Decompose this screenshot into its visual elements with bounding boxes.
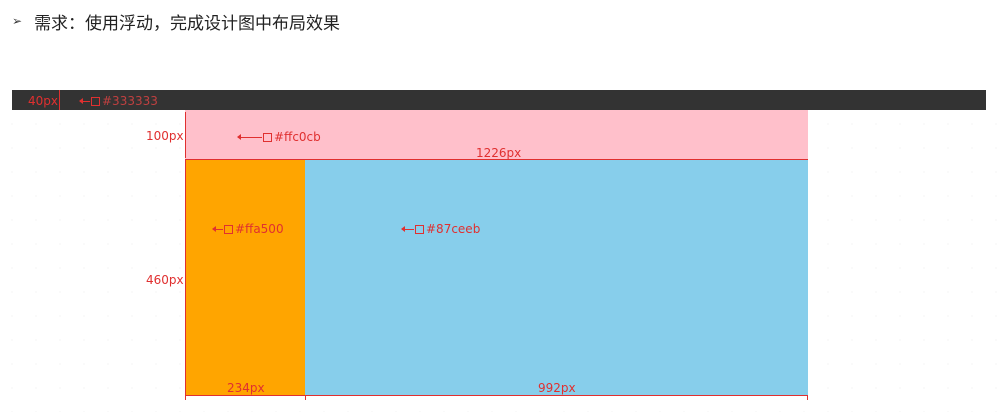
arrow-icon: [212, 225, 223, 232]
color-swatch-icon: [224, 224, 233, 234]
header-block: [185, 110, 808, 160]
header-width-line: [185, 159, 808, 160]
header-height-marker: [185, 112, 186, 158]
body-height-label: 460px: [146, 273, 184, 287]
header-width-label: 1226px: [476, 146, 522, 160]
bullet-arrow-icon: ➢: [12, 14, 23, 28]
header-color-annotation: #ffc0cb: [237, 130, 321, 144]
top-bar: [12, 90, 986, 110]
topbar-height-label: 40px: [28, 94, 58, 108]
header-color-label: #ffc0cb: [274, 130, 321, 144]
requirement-heading: ➢ 需求：使用浮动，完成设计图中布局效果: [12, 8, 340, 34]
topbar-height-marker: [59, 90, 60, 110]
aside-color-label: #ffa500: [235, 222, 284, 236]
body-height-marker: [185, 160, 186, 395]
dimension-tick: [807, 395, 808, 400]
requirement-text: 需求：使用浮动，完成设计图中布局效果: [34, 13, 341, 34]
topbar-color-annotation: #333333: [79, 94, 158, 108]
aside-block: [185, 160, 305, 395]
color-swatch-icon: [91, 96, 100, 106]
color-swatch-icon: [415, 224, 424, 234]
main-block: [305, 160, 808, 395]
arrow-icon: [79, 97, 90, 104]
bottom-width-line: [185, 395, 808, 396]
arrow-icon: [237, 133, 262, 140]
dimension-tick: [305, 395, 306, 400]
main-color-annotation: #87ceeb: [401, 222, 481, 236]
aside-width-label: 234px: [227, 381, 265, 395]
topbar-color-label: #333333: [102, 94, 158, 108]
color-swatch-icon: [263, 132, 272, 142]
aside-color-annotation: #ffa500: [212, 222, 284, 236]
main-color-label: #87ceeb: [426, 222, 481, 236]
arrow-icon: [401, 225, 414, 232]
header-height-label: 100px: [146, 129, 184, 143]
dimension-tick: [185, 395, 186, 400]
main-width-label: 992px: [538, 381, 576, 395]
